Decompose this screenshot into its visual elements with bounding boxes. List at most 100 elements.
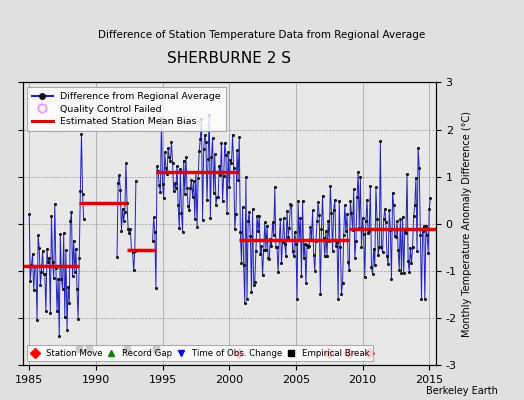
Point xyxy=(232,211,240,217)
Point xyxy=(42,308,50,314)
Point xyxy=(34,232,42,238)
Point xyxy=(174,202,182,208)
Point xyxy=(413,248,421,254)
Point xyxy=(192,168,200,175)
Point xyxy=(165,154,173,160)
Point xyxy=(401,228,409,235)
Point xyxy=(361,274,369,280)
Point xyxy=(408,244,417,250)
Point xyxy=(312,238,320,244)
Point xyxy=(284,234,292,240)
Point xyxy=(129,267,138,274)
Point xyxy=(44,259,52,266)
Point xyxy=(69,273,77,280)
Point xyxy=(389,202,398,208)
Point xyxy=(127,247,136,253)
Point xyxy=(363,197,371,203)
Point xyxy=(381,218,390,225)
Point xyxy=(333,238,341,245)
Point xyxy=(118,206,127,212)
Point xyxy=(424,250,432,256)
Point xyxy=(236,229,245,235)
Point xyxy=(184,203,192,210)
Point xyxy=(347,210,356,217)
Point xyxy=(334,296,342,302)
Point xyxy=(117,228,126,234)
Point xyxy=(291,228,299,235)
Point xyxy=(341,202,349,208)
Point xyxy=(53,308,61,314)
Point xyxy=(292,241,300,248)
Point xyxy=(274,269,282,276)
Point xyxy=(246,233,255,239)
Point xyxy=(426,194,434,201)
Point xyxy=(384,261,392,267)
Point xyxy=(176,166,184,172)
Point xyxy=(209,135,217,141)
Point xyxy=(407,260,416,266)
Point xyxy=(396,216,405,222)
Point xyxy=(64,283,72,290)
Point xyxy=(267,243,276,250)
Point xyxy=(405,269,413,275)
Point xyxy=(294,198,302,204)
Point xyxy=(367,264,376,270)
Point xyxy=(307,235,315,242)
Point xyxy=(411,202,419,208)
Point xyxy=(168,160,177,166)
Point xyxy=(183,185,191,192)
Point xyxy=(258,272,267,278)
Point xyxy=(343,211,351,217)
Point xyxy=(233,146,241,153)
Point xyxy=(70,237,78,244)
Point xyxy=(225,184,233,190)
Point xyxy=(204,156,212,162)
Point xyxy=(336,243,345,250)
Point xyxy=(304,244,312,251)
Point xyxy=(328,210,336,216)
Point xyxy=(220,173,228,179)
Point xyxy=(322,228,330,234)
Point xyxy=(281,241,289,248)
Point xyxy=(182,154,190,160)
Point xyxy=(153,163,161,170)
Point xyxy=(169,188,178,194)
Point xyxy=(285,225,293,232)
Point xyxy=(65,300,73,306)
Point xyxy=(173,162,181,169)
Point xyxy=(51,201,59,207)
Legend: Station Move, Record Gap, Time of Obs. Change, Empirical Break: Station Move, Record Gap, Time of Obs. C… xyxy=(27,345,373,361)
Point xyxy=(398,214,407,220)
Point xyxy=(57,276,66,282)
Point xyxy=(319,192,327,199)
Point xyxy=(275,236,283,243)
Point xyxy=(116,187,125,193)
Point xyxy=(175,225,183,231)
Point xyxy=(125,230,134,236)
Point xyxy=(399,270,408,276)
Point xyxy=(288,248,297,254)
Point xyxy=(404,258,412,264)
Point xyxy=(73,286,81,292)
Point xyxy=(317,226,325,232)
Point xyxy=(35,245,43,251)
Point xyxy=(224,148,232,155)
Point xyxy=(239,262,248,268)
Point xyxy=(32,263,40,270)
Point xyxy=(62,247,70,253)
Point xyxy=(226,157,235,163)
Point xyxy=(337,290,346,297)
Point xyxy=(335,198,343,204)
Point xyxy=(415,165,423,171)
Point xyxy=(355,225,364,232)
Point xyxy=(406,245,414,252)
Point xyxy=(330,207,338,213)
Point xyxy=(74,316,82,322)
Point xyxy=(252,248,260,255)
Point xyxy=(282,253,290,260)
Point xyxy=(243,296,251,302)
Point xyxy=(190,178,198,184)
Point xyxy=(423,232,431,238)
Point xyxy=(362,218,370,224)
Point xyxy=(235,134,244,140)
